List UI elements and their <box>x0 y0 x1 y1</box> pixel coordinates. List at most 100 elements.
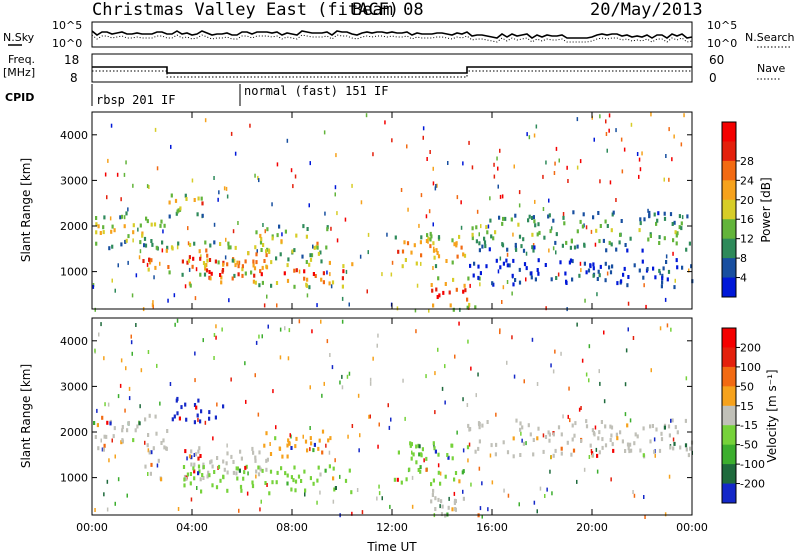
echo-cell <box>495 258 498 263</box>
echo-cell <box>110 229 113 234</box>
noise-cell <box>433 246 435 251</box>
noise-cell <box>104 402 106 407</box>
noise-cell <box>224 255 227 260</box>
noise-cell <box>630 122 633 127</box>
noise-cell <box>200 254 202 259</box>
echo-cell <box>333 487 336 492</box>
echo-cell <box>533 219 536 224</box>
echo-cell <box>265 431 268 436</box>
echo-cell <box>269 469 273 474</box>
noise-cell <box>264 229 266 234</box>
echo-cell <box>310 441 313 446</box>
echo-cell <box>410 250 413 255</box>
noise-cell <box>554 349 556 354</box>
noise-cell <box>673 134 675 139</box>
echo-cell <box>241 267 244 272</box>
noise-cell <box>528 135 531 140</box>
noise-cell <box>654 453 656 458</box>
noise-cell <box>605 132 608 136</box>
noise-cell <box>608 128 610 133</box>
echo-cell <box>313 245 316 250</box>
noise-cell <box>636 152 639 156</box>
noise-cell <box>237 221 239 225</box>
noise-cell <box>535 124 538 129</box>
noise-cell <box>332 499 335 504</box>
freq-tick-top: 18 <box>64 53 79 67</box>
echo-cell <box>562 215 565 220</box>
echo-cell <box>555 232 558 237</box>
echo-cell <box>571 259 574 264</box>
noise-cell <box>580 406 582 410</box>
echo-cell <box>190 449 193 454</box>
echo-cell <box>609 424 612 429</box>
x-tick-label: 12:00 <box>376 521 408 534</box>
echo-cell <box>536 232 539 237</box>
echo-cell <box>189 283 192 288</box>
noise-cell <box>576 117 579 122</box>
noise-cell <box>215 335 217 340</box>
noise-cell <box>194 296 197 301</box>
echo-cell <box>624 449 627 453</box>
noise-cell <box>476 209 479 214</box>
echo-cell <box>154 414 157 419</box>
echo-cell <box>412 452 415 457</box>
noise-cell <box>275 425 277 430</box>
echo-cell <box>261 265 264 270</box>
noise-cell <box>114 288 116 293</box>
noise-cell <box>348 371 351 376</box>
echo-cell <box>569 245 572 250</box>
echo-cell <box>420 453 423 458</box>
echo-cell <box>451 456 454 461</box>
echo-cell <box>671 418 674 423</box>
noise-cell <box>213 176 215 180</box>
echo-cell <box>209 243 212 248</box>
echo-cell <box>253 266 257 271</box>
echo-cell <box>203 272 207 277</box>
echo-cell <box>190 455 193 460</box>
echo-cell <box>531 216 534 220</box>
noise-cell <box>595 447 598 452</box>
noise-cell <box>532 243 535 247</box>
echo-cell <box>684 443 688 448</box>
noise-cell <box>232 229 235 234</box>
echo-cell <box>189 472 192 476</box>
noise-cell <box>288 328 291 333</box>
echo-cell <box>608 265 611 270</box>
echo-cell <box>447 455 450 460</box>
echo-cell <box>437 452 440 457</box>
echo-cell <box>312 272 315 276</box>
echo-cell <box>634 432 637 437</box>
echo-cell <box>514 213 517 218</box>
noise-cell <box>566 165 568 170</box>
noise-cell <box>411 504 414 509</box>
echo-cell <box>231 258 234 263</box>
echo-cell <box>523 262 527 267</box>
noise-cell <box>326 339 329 344</box>
echo-cell <box>316 245 319 250</box>
noise-cell <box>555 146 558 151</box>
echo-cell <box>255 260 258 265</box>
echo-cell <box>573 245 577 250</box>
noise-cell <box>418 223 420 228</box>
noise-cell <box>356 488 359 492</box>
echo-cell <box>652 266 655 271</box>
noise-cell <box>623 147 626 152</box>
noise-cell <box>615 128 617 133</box>
echo-cell <box>598 450 601 455</box>
echo-cell <box>436 295 439 299</box>
noise-cell <box>432 181 435 186</box>
echo-cell <box>490 443 493 448</box>
echo-cell <box>442 290 445 295</box>
echo-cell <box>125 238 128 243</box>
noise-cell <box>366 289 368 294</box>
echo-cell <box>437 470 440 475</box>
echo-cell <box>573 433 576 438</box>
noise-cell <box>501 194 504 199</box>
echo-cell <box>444 513 447 518</box>
echo-cell <box>210 459 213 464</box>
echo-cell <box>626 248 629 253</box>
echo-cell <box>193 469 196 474</box>
echo-cell <box>543 235 546 240</box>
noise-cell <box>226 443 228 448</box>
noise-cell <box>478 232 480 237</box>
